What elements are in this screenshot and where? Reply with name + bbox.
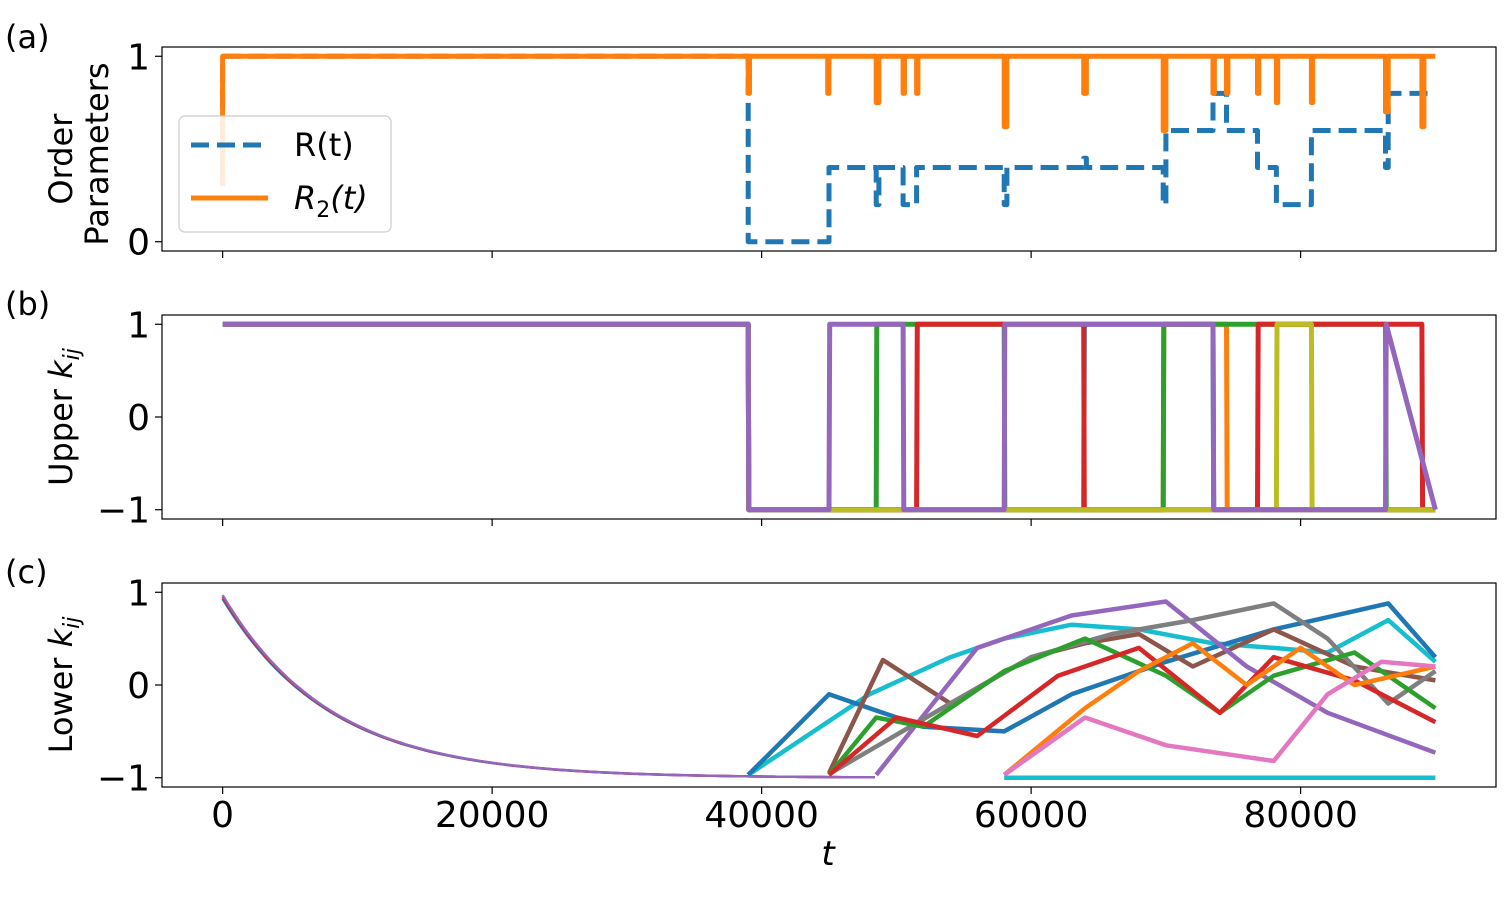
series-line-c8 <box>1002 641 1436 777</box>
plot-frame <box>161 582 1497 788</box>
x-tick-label: 40000 <box>704 795 819 836</box>
x-tick-label: 20000 <box>435 795 550 836</box>
y-ticks: 01 <box>127 37 162 264</box>
x-tick-label: 0 <box>211 795 234 836</box>
series-line-c5 <box>827 601 1437 776</box>
x-ticks: 0 20000 40000 60000 80000 <box>211 787 1358 836</box>
series-line-c4 <box>874 599 1437 777</box>
x-tick-label: 80000 <box>1243 795 1358 836</box>
y-tick-label: 0 <box>127 398 150 439</box>
panel-c: (c) Lower kij −1 0 1 0 20000 40000 60000 80000… <box>5 553 1497 874</box>
series-group <box>222 321 1438 513</box>
series-line-decay <box>221 596 875 779</box>
x-tick-label: 60000 <box>974 795 1089 836</box>
plot-frame <box>161 46 1497 252</box>
panel-label: (c) <box>5 553 48 591</box>
y-ticks: −1 0 1 <box>97 305 162 532</box>
y-axis-label: Upper kij <box>42 347 85 486</box>
series-line-c9 <box>1002 659 1436 777</box>
y-axis-label: Lower kij <box>42 616 85 754</box>
y-axis-label: Order Parameters <box>42 62 116 245</box>
series-line-rt <box>220 53 1436 245</box>
y-tick-label: 1 <box>127 573 150 614</box>
x-ticks <box>222 519 1302 526</box>
panel-b: (b) Upper kij −1 0 1 <box>5 285 1497 532</box>
panel-label: (a) <box>5 18 50 56</box>
y-tick-label: 0 <box>127 223 150 264</box>
y-tick-label: 1 <box>127 37 150 78</box>
y-tick-label: 1 <box>127 305 150 346</box>
series-line-c6 <box>827 636 1437 777</box>
series-line-decay <box>221 594 875 779</box>
x-axis-label: t <box>821 834 836 874</box>
y-tick-label: 0 <box>127 666 150 707</box>
series-line-c7 <box>827 645 1437 777</box>
series-group <box>220 53 1436 245</box>
panel-a: (a) Order Parameters 01 R(t) R2(t) <box>5 18 1497 264</box>
panel-label: (b) <box>5 285 50 323</box>
plot-frame <box>161 314 1497 520</box>
y-ticks: −1 0 1 <box>97 573 162 800</box>
y-axis-label-line-1: Order <box>42 113 80 205</box>
series-line-decay <box>221 598 875 779</box>
y-axis-label-line-2: Parameters <box>78 62 116 245</box>
legend: R(t) R2(t) <box>178 115 392 233</box>
series-line-r2t <box>220 53 1436 187</box>
series-line-c3 <box>826 627 1436 775</box>
y-tick-label: −1 <box>97 491 150 532</box>
series-group <box>221 594 1438 780</box>
x-ticks <box>222 251 1302 258</box>
series-line-k6 <box>222 321 1438 513</box>
y-tick-label: −1 <box>97 759 150 800</box>
legend-label-r: R(t) <box>294 126 354 164</box>
legend-label-r2: R2(t) <box>294 179 368 223</box>
